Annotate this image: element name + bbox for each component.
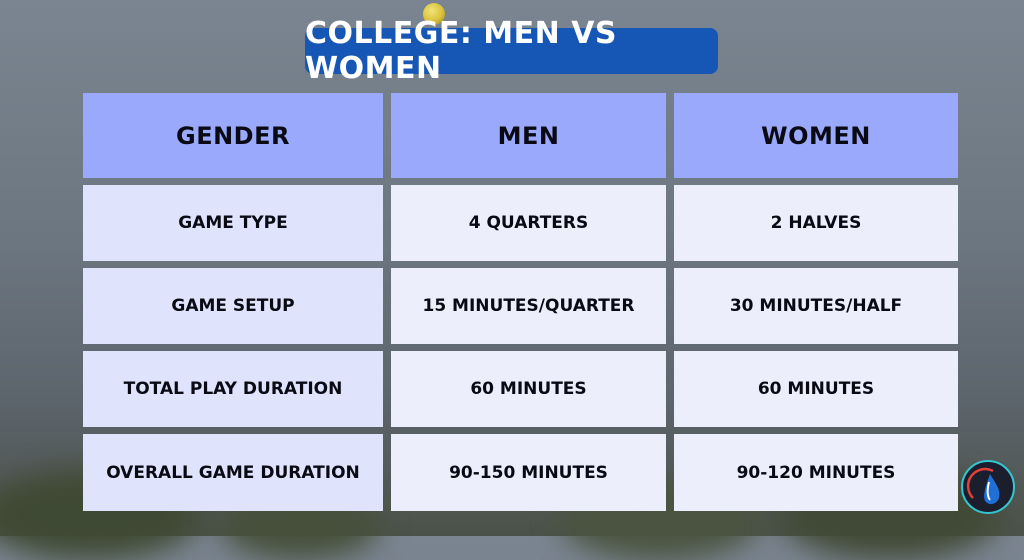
page-title: College: Men vs Women bbox=[305, 16, 718, 86]
brand-logo-icon bbox=[961, 460, 1015, 514]
cell-men-total-play-duration: 60 Minutes bbox=[391, 351, 666, 427]
row-label-game-setup: Game Setup bbox=[83, 268, 383, 344]
row-label-game-type: Game Type bbox=[83, 185, 383, 261]
cell-men-overall-game-duration: 90-150 Minutes bbox=[391, 434, 666, 511]
header-women: Women bbox=[674, 93, 958, 178]
cell-women-game-type: 2 Halves bbox=[674, 185, 958, 261]
cell-men-game-setup: 15 Minutes/Quarter bbox=[391, 268, 666, 344]
header-men: Men bbox=[391, 93, 666, 178]
cell-women-game-setup: 30 Minutes/Half bbox=[674, 268, 958, 344]
cell-men-game-type: 4 Quarters bbox=[391, 185, 666, 261]
cell-women-total-play-duration: 60 Minutes bbox=[674, 351, 958, 427]
cell-women-overall-game-duration: 90-120 Minutes bbox=[674, 434, 958, 511]
lacrosse-ball-icon bbox=[423, 3, 445, 25]
row-label-overall-game-duration: Overall Game Duration bbox=[83, 434, 383, 511]
header-gender: Gender bbox=[83, 93, 383, 178]
row-label-total-play-duration: Total Play Duration bbox=[83, 351, 383, 427]
